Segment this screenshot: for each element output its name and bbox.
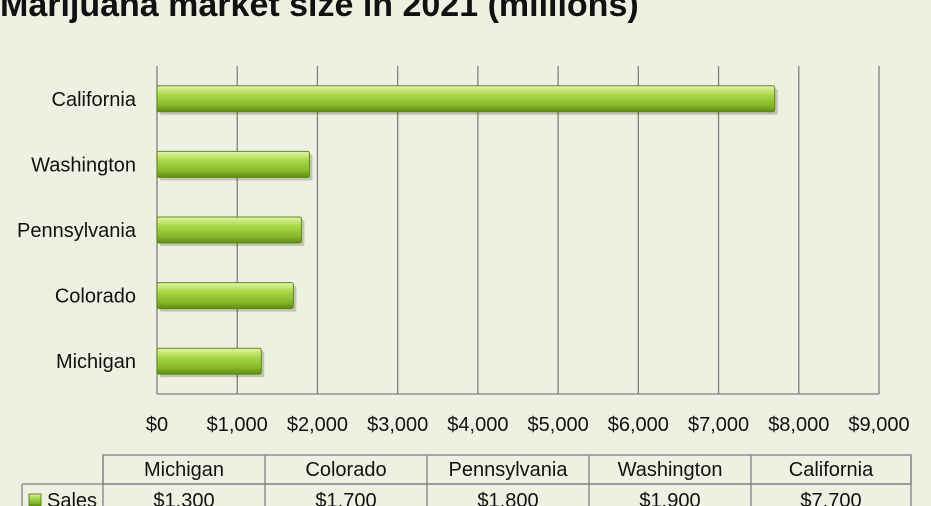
category-label: California [52, 89, 137, 111]
category-label: Colorado [55, 286, 136, 308]
table-header-cell: California [789, 459, 874, 481]
table-value-cell: $1,900 [639, 490, 700, 506]
gridlines [156, 66, 880, 395]
category-label: Washington [31, 154, 136, 176]
table-value-cell: $1,800 [477, 490, 538, 506]
bar-body [156, 216, 302, 244]
table-value-cell: $1,700 [315, 490, 376, 506]
x-tick-label: $1,000 [207, 414, 268, 436]
bar-michigan [156, 347, 265, 378]
x-tick-label: $0 [146, 414, 168, 436]
bar-colorado [156, 282, 297, 312]
table-row-label: Sales [47, 490, 97, 506]
x-tick-label: $3,000 [367, 414, 428, 436]
bar-body [156, 282, 294, 310]
bar-washington [156, 150, 313, 181]
x-tick-label: $2,000 [287, 414, 348, 436]
table-header-cell: Colorado [305, 459, 386, 481]
table-value-cell: $1,300 [153, 490, 214, 506]
x-axis-tick-labels: $0 $1,000 $2,000 $3,000 $4,000 $5,000 $6,000 $7… [146, 414, 910, 436]
bar-california [156, 85, 778, 115]
bars [156, 85, 778, 378]
table-header-cell: Pennsylvania [449, 459, 569, 481]
bar-body [156, 150, 310, 178]
category-labels: Michigan Colorado Pennsylvania Washington Ca… [17, 89, 137, 373]
x-tick-label: $9,000 [848, 414, 909, 436]
table-header-cell: Washington [618, 459, 723, 481]
x-tick-label: $7,000 [688, 414, 749, 436]
x-tick-label: $8,000 [768, 414, 829, 436]
bar-body [156, 85, 776, 113]
data-table: Michigan Colorado Pennsylvania Washington Ca… [21, 454, 912, 506]
category-label: Pennsylvania [17, 220, 137, 242]
legend-key [28, 493, 42, 506]
bar-body [156, 347, 262, 375]
bar-pennsylvania [156, 216, 305, 246]
table-header-cell: Michigan [144, 459, 224, 481]
category-label: Michigan [56, 351, 136, 373]
table-value-cell: $7,700 [800, 490, 861, 506]
chart-title: Marijuana market size in 2021 (millions) [0, 0, 639, 24]
x-tick-label: $4,000 [447, 414, 508, 436]
x-tick-label: $5,000 [528, 414, 589, 436]
x-tick-label: $6,000 [608, 414, 669, 436]
